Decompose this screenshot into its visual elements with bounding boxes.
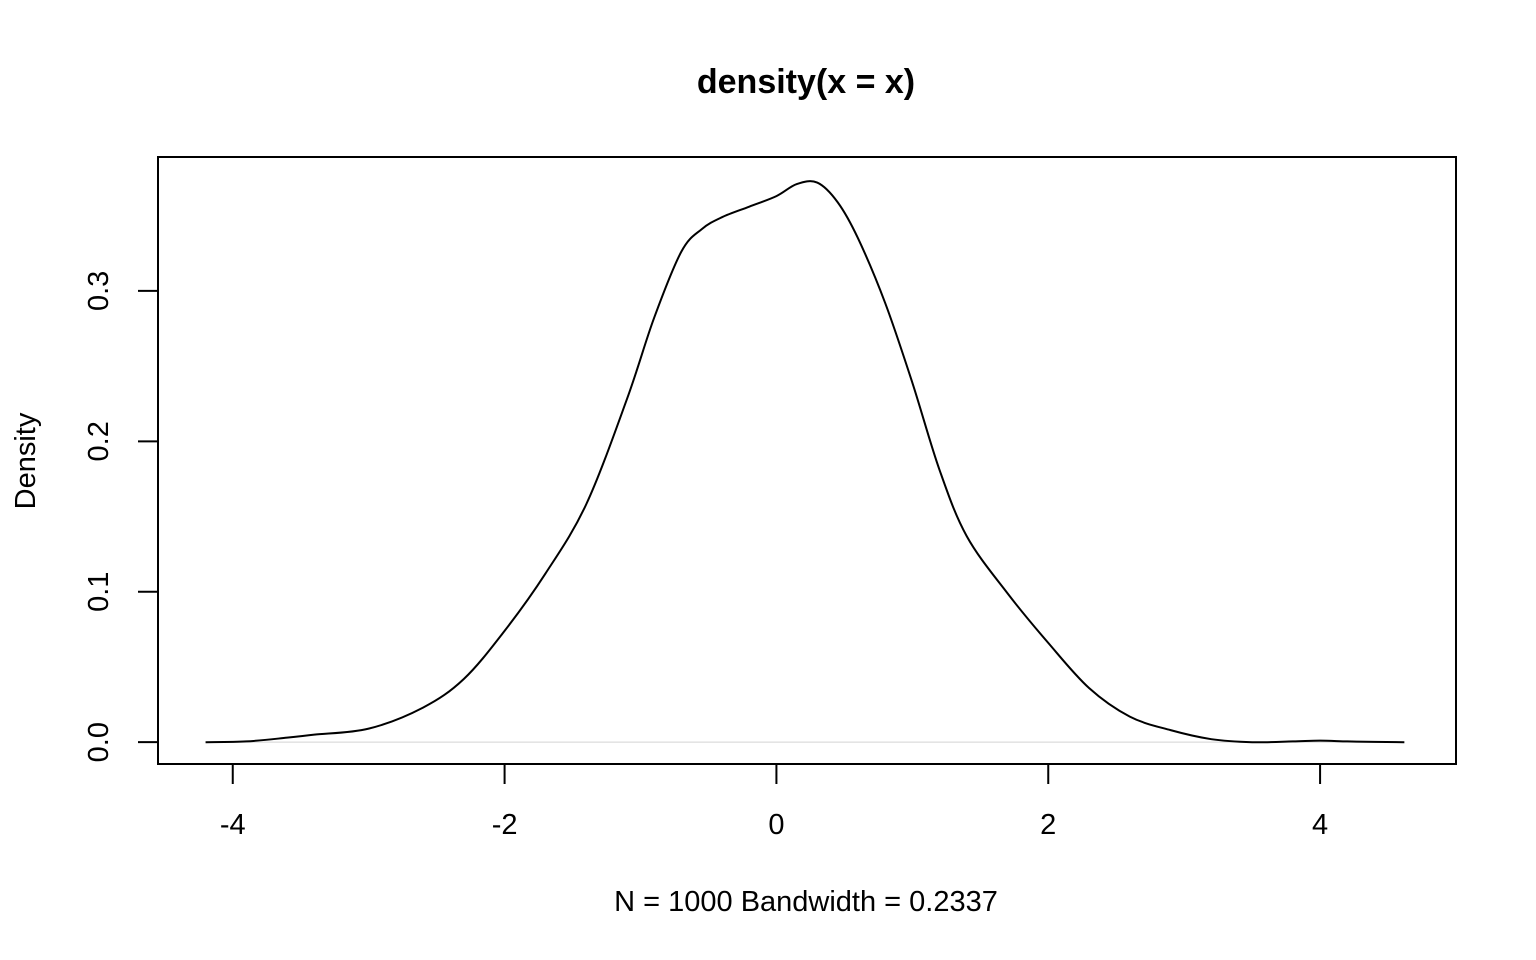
x-tick-label: 2: [1040, 809, 1056, 841]
plot-frame: [157, 156, 1457, 765]
density-curve: [205, 180, 1405, 744]
y-axis: 0.0 0.1 0.2 0.3: [83, 271, 159, 762]
y-axis-label: Density: [10, 412, 42, 509]
x-tick-label: -4: [220, 809, 246, 841]
x-tick-label: 4: [1312, 809, 1328, 841]
x-tick-label: 0: [768, 809, 784, 841]
y-tick-label: 0.2: [83, 421, 115, 461]
x-tick-label: -2: [492, 809, 518, 841]
y-tick-label: 0.3: [83, 271, 115, 311]
x-axis: -4 -2 0 2 4: [220, 763, 1328, 841]
y-tick-label: 0.1: [83, 572, 115, 612]
y-tick-label: 0.0: [83, 722, 115, 762]
x-axis-label: N = 1000 Bandwidth = 0.2337: [614, 886, 998, 918]
chart-title: density(x = x): [697, 63, 915, 101]
